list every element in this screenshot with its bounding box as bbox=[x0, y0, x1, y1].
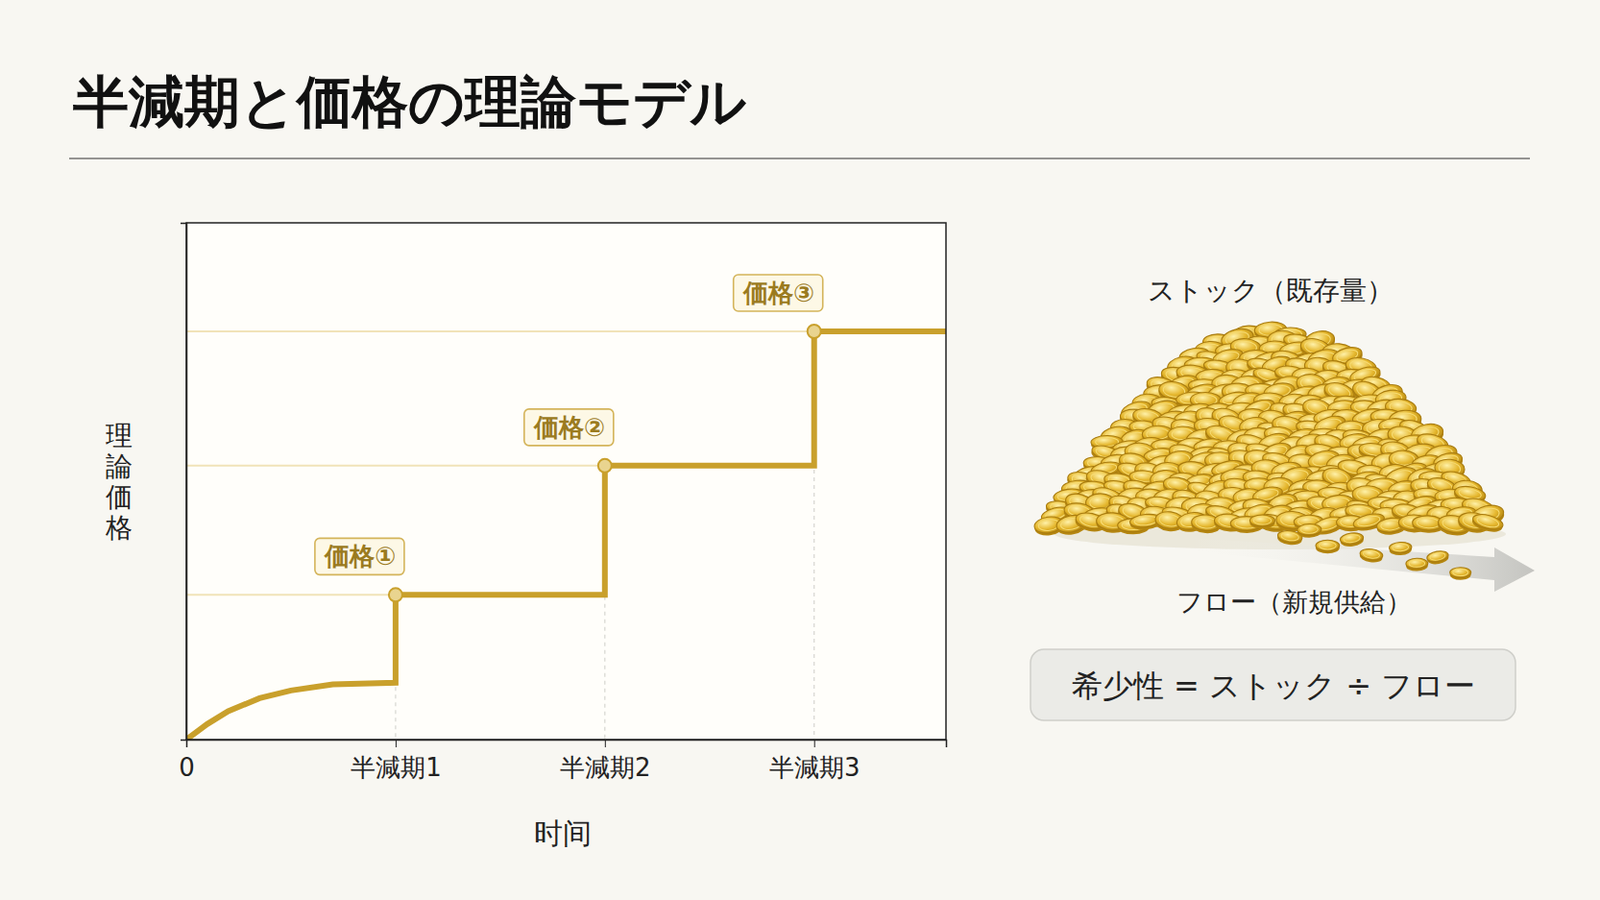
annotation-label: 価格② bbox=[533, 412, 606, 442]
coin-face bbox=[1426, 549, 1450, 563]
coin-face bbox=[1471, 511, 1505, 533]
coin bbox=[1470, 511, 1504, 535]
flow-arrow bbox=[1190, 537, 1535, 592]
level-guide bbox=[186, 330, 815, 333]
coin-face bbox=[1297, 523, 1322, 535]
coin-rim bbox=[1318, 541, 1336, 550]
formula-box bbox=[1030, 649, 1516, 721]
x-tick-label: 0 bbox=[178, 752, 195, 782]
coin bbox=[1297, 523, 1322, 538]
formula: 希少性 = ストック ÷ フロー bbox=[1071, 667, 1476, 704]
annotation-box bbox=[315, 537, 405, 575]
price-annotation: 価格② bbox=[524, 409, 614, 446]
annotation-box bbox=[733, 274, 824, 312]
annotation-label: 価格① bbox=[323, 541, 396, 571]
x-axis-line bbox=[187, 740, 947, 749]
coin-face bbox=[1339, 532, 1364, 546]
title: 半減期と価格の理論モデル bbox=[72, 69, 748, 135]
coin-rim bbox=[1476, 514, 1501, 530]
annotation-box bbox=[524, 409, 614, 446]
x-tick-mark bbox=[814, 739, 816, 748]
price-annotation: 価格① bbox=[315, 537, 405, 575]
coin bbox=[1406, 557, 1429, 572]
stock-label: ストック（既存量） bbox=[1147, 274, 1394, 307]
x-tick-label: 半減期2 bbox=[559, 752, 652, 782]
price-annotation: 価格③ bbox=[733, 274, 824, 312]
x-tick-mark bbox=[395, 739, 397, 748]
coin-rim bbox=[1362, 549, 1381, 559]
x-tick: 0 bbox=[178, 739, 195, 782]
coin-rim bbox=[1429, 551, 1446, 561]
y-axis bbox=[180, 223, 188, 741]
coin-rim bbox=[1392, 543, 1409, 552]
annotation-label: 価格③ bbox=[742, 278, 815, 308]
annotations: 価格① 価格② 価格③ bbox=[315, 274, 824, 575]
coin-rim bbox=[1300, 525, 1318, 534]
coin bbox=[1358, 547, 1383, 564]
coin-rim bbox=[1195, 516, 1218, 530]
level-guide bbox=[186, 593, 396, 596]
price-point bbox=[598, 459, 612, 473]
canvas: 半減期と価格の理論モデル 0 半減期1 半減期2 半減期3 时间 理論価格価格① 価格② 価格③… bbox=[0, 0, 1600, 900]
coin bbox=[1450, 567, 1472, 581]
x-tick-label: 半減期1 bbox=[350, 752, 442, 782]
price-point bbox=[807, 324, 822, 339]
coin-face bbox=[1406, 557, 1429, 569]
coin-rim bbox=[1134, 514, 1159, 526]
plot-marks bbox=[186, 324, 946, 740]
level-guide bbox=[186, 464, 606, 467]
x-tick: 半減期1 bbox=[350, 739, 442, 782]
x-axis-title: 时间 bbox=[533, 816, 592, 850]
x-tick: 半減期3 bbox=[769, 739, 861, 782]
coin bbox=[1388, 541, 1412, 557]
y-axis-title: 理論価格 bbox=[104, 419, 133, 544]
price-line bbox=[186, 331, 946, 740]
title-rule bbox=[69, 157, 1530, 159]
coin bbox=[1339, 532, 1365, 549]
coin bbox=[1426, 549, 1450, 566]
coin-face bbox=[1315, 539, 1340, 552]
coin bbox=[1315, 539, 1340, 554]
coin-face bbox=[1358, 547, 1383, 561]
flow-label: フロー（新規供給） bbox=[1176, 586, 1412, 617]
y-axis-line bbox=[180, 223, 188, 741]
coin-rim bbox=[1416, 517, 1440, 530]
x-tick-label: 半減期3 bbox=[769, 752, 861, 782]
coin-face bbox=[1450, 567, 1472, 578]
plot-background bbox=[186, 222, 946, 740]
coin-rim bbox=[1408, 559, 1426, 568]
plot-frame bbox=[186, 222, 946, 740]
x-axis: 0 半減期1 半減期2 半減期3 bbox=[178, 739, 946, 782]
coin-face bbox=[1388, 541, 1412, 554]
price-point bbox=[388, 587, 403, 602]
x-tick: 半減期2 bbox=[559, 739, 652, 782]
coin-face bbox=[1249, 514, 1275, 527]
coin-rim bbox=[1253, 516, 1272, 525]
illustration: ストック（既存量） フロー（新規供給） 希少性 = ストック ÷ フロー bbox=[1030, 274, 1535, 721]
coin-rim bbox=[1453, 568, 1469, 576]
x-tick-mark bbox=[605, 739, 607, 748]
coin-rim bbox=[1281, 532, 1300, 542]
coin-rim bbox=[1342, 533, 1360, 544]
coin bbox=[1249, 514, 1275, 530]
